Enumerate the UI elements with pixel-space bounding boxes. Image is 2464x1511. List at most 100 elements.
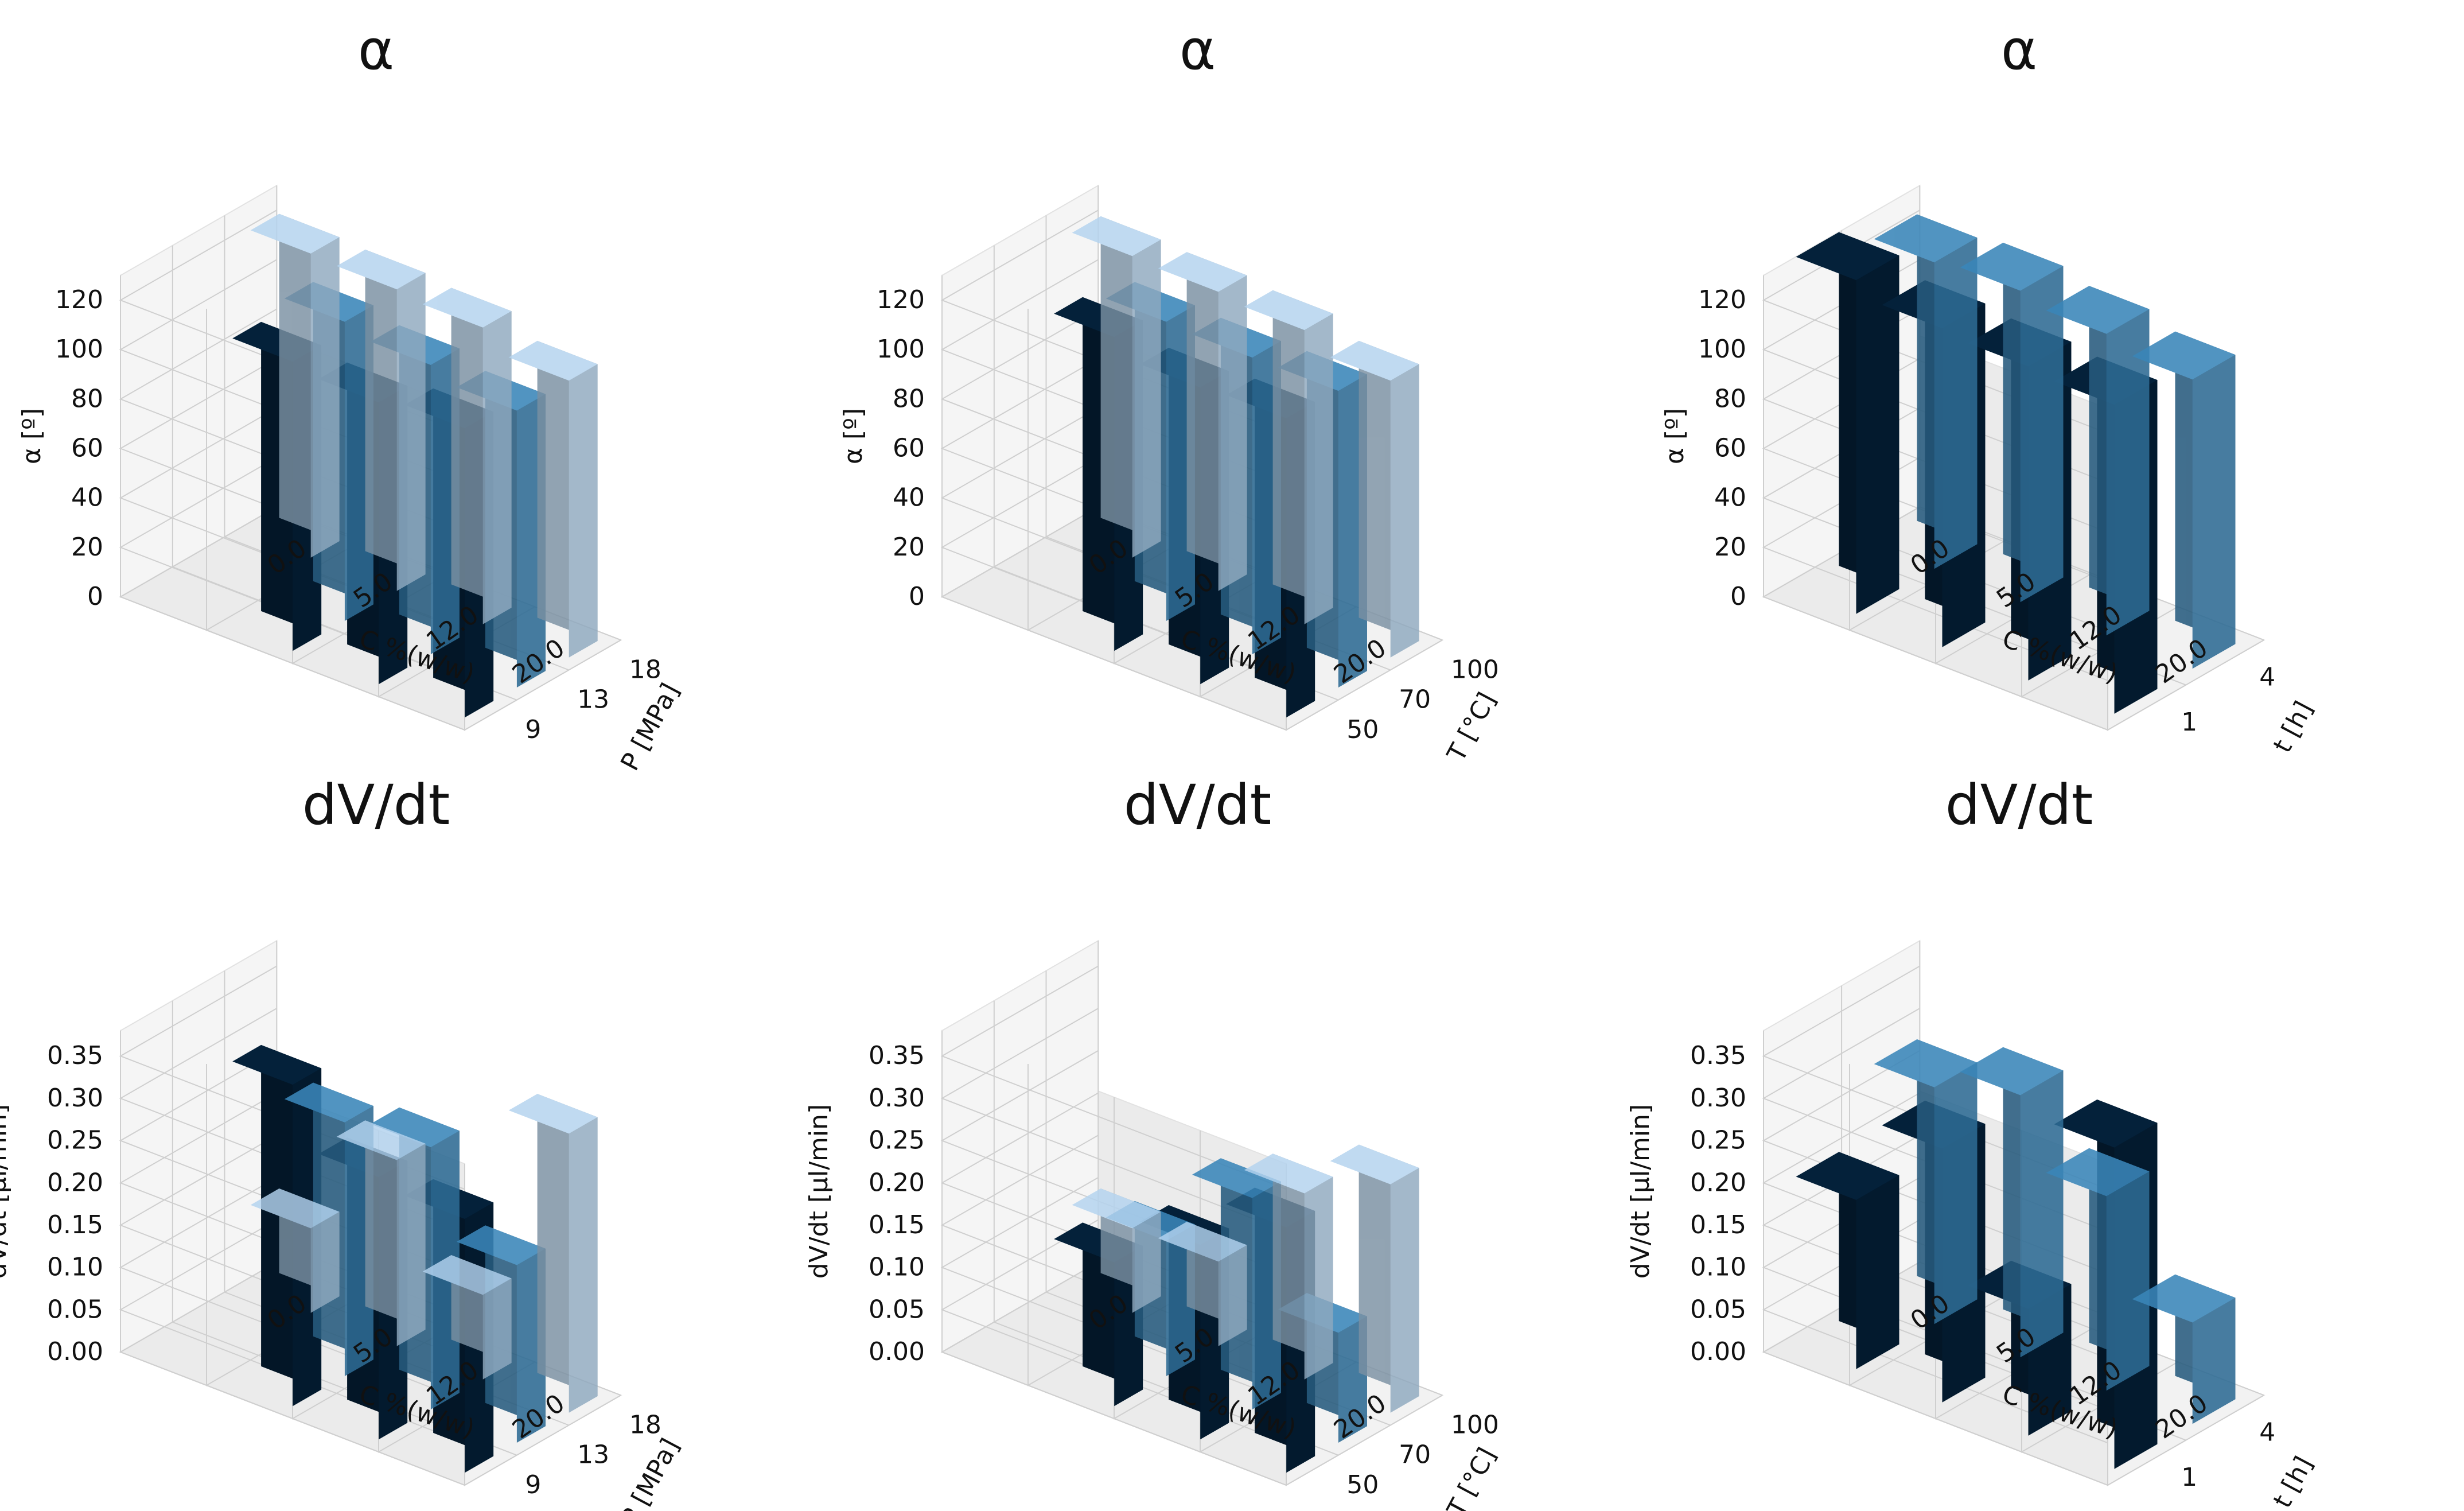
z-tick-label: 0 <box>87 582 103 611</box>
z-axis-label: dV/dt [µl/min] <box>1626 1104 1655 1279</box>
z-tick-label: 0.20 <box>1690 1168 1746 1197</box>
z-tick-label: 0.00 <box>869 1337 925 1366</box>
bar-top <box>250 213 340 254</box>
bar-top <box>1192 1158 1281 1198</box>
z-tick-label: 0 <box>1730 582 1746 611</box>
z-tick-label: 40 <box>71 483 103 512</box>
depth-tick-label: 1 <box>2181 1463 2197 1492</box>
bar <box>2046 1148 2150 1391</box>
z-tick-label: 40 <box>1714 483 1746 512</box>
bar <box>1796 232 1899 614</box>
depth-tick-label: 13 <box>577 1440 609 1470</box>
y-gridline <box>120 275 465 731</box>
z-tick-label: 0.10 <box>1690 1253 1746 1282</box>
z-tick-label: 0.05 <box>869 1295 925 1324</box>
bar-side <box>1218 275 1247 591</box>
bar-top <box>2046 286 2150 334</box>
bar <box>508 1094 598 1413</box>
bar-top <box>2054 1100 2158 1148</box>
z-tick-label: 0.20 <box>47 1168 103 1197</box>
bar-side <box>310 1211 340 1313</box>
bar-side <box>482 311 512 624</box>
z-tick-label: 40 <box>893 483 925 512</box>
bar-top <box>2046 1148 2150 1197</box>
bar-side <box>1132 1211 1161 1313</box>
bar <box>508 340 598 658</box>
depth-tick-label: 100 <box>1451 1410 1499 1439</box>
bar <box>1960 1047 2064 1358</box>
bar <box>1796 1152 1899 1369</box>
bar <box>2132 1274 2236 1424</box>
bar-side <box>2106 1171 2150 1391</box>
bar-top <box>1072 216 1161 257</box>
z-tick-label: 0.00 <box>47 1337 103 1366</box>
bar-side <box>2020 1070 2064 1358</box>
bar <box>1072 1188 1161 1313</box>
y-gridline <box>1763 275 2108 731</box>
bar-side <box>2192 355 2236 669</box>
bar <box>1244 1153 1333 1380</box>
depth-tick-label: 70 <box>1399 685 1431 714</box>
z-tick-label: 80 <box>1714 384 1746 413</box>
bar-top <box>1796 1152 1899 1200</box>
z-tick-label: 0 <box>909 582 925 611</box>
z-tick-label: 60 <box>893 434 925 463</box>
z-tick-label: 0.25 <box>1690 1126 1746 1155</box>
z-axis-label: α [º] <box>1660 408 1690 464</box>
depth-tick-label: 4 <box>2259 1417 2275 1447</box>
depth-tick-label: 9 <box>525 1470 541 1500</box>
bar-side <box>569 1117 598 1413</box>
z-tick-label: 0.35 <box>47 1041 103 1070</box>
bar <box>422 288 512 624</box>
chart-title: α <box>358 18 394 82</box>
y-gridline <box>941 1031 1287 1486</box>
bar-top <box>336 1120 426 1160</box>
bar-side <box>482 1278 512 1380</box>
bar <box>250 213 340 558</box>
chart-panel-3: α 0 20 40 60 80 100 120 α [º] 0.0 5.0 12.0 20.0 C %(w… <box>1643 0 2464 758</box>
z-tick-label: 0.15 <box>47 1210 103 1240</box>
bar-side <box>1934 1062 1978 1324</box>
chart-panel-2: α 0 20 40 60 80 100 120 α [º] 0.0 5.0 12.0 20.0 C %(w… <box>822 0 1642 767</box>
z-axis-label: dV/dt [µl/min] <box>0 1104 12 1279</box>
bar-top <box>1874 214 1978 263</box>
chart-title: α <box>1180 18 1216 82</box>
depth-axis-label: P [MPa] <box>615 1434 685 1511</box>
bar <box>336 1120 426 1346</box>
bar-top <box>1330 1144 1419 1184</box>
z-tick-label: 20 <box>893 533 925 562</box>
bar-side <box>1390 364 1419 658</box>
bar-side <box>1390 1168 1419 1413</box>
z-tick-label: 100 <box>1698 335 1746 364</box>
chart-svg: dV/dt 0.00 0.05 0.10 0.15 0.20 0.25 0.30 0.35 dV/… <box>1626 773 2319 1511</box>
bar-side <box>1304 1176 1333 1380</box>
bar-top <box>1244 1153 1333 1194</box>
bar-top <box>370 1107 460 1148</box>
z-tick-label: 20 <box>1714 533 1746 562</box>
bar-top <box>1874 1039 1978 1087</box>
y-gridline <box>1763 1031 2108 1486</box>
bar-side <box>1304 313 1333 624</box>
z-tick-label: 120 <box>55 285 103 314</box>
bar <box>2046 286 2150 636</box>
z-tick-label: 0.30 <box>1690 1083 1746 1113</box>
bar <box>1330 340 1419 658</box>
chart-title: dV/dt <box>1124 773 1272 837</box>
bar-side <box>1934 238 1978 569</box>
depth-axis-label: T [°C] <box>1441 1443 1502 1511</box>
depth-tick-label: 4 <box>2259 662 2275 692</box>
bar-top <box>1158 1222 1247 1262</box>
depth-tick-label: 9 <box>525 715 541 744</box>
y-gridline <box>120 1031 465 1486</box>
depth-tick-label: 50 <box>1346 715 1379 744</box>
bar-top <box>1330 340 1419 381</box>
z-tick-label: 0.05 <box>47 1295 103 1324</box>
depth-tick-label: 100 <box>1451 655 1499 684</box>
chart-svg: dV/dt 0.00 0.05 0.10 0.15 0.20 0.25 0.30 0.35 dV/… <box>0 773 685 1511</box>
bar-side <box>1856 255 1899 614</box>
bar <box>1960 242 2064 603</box>
